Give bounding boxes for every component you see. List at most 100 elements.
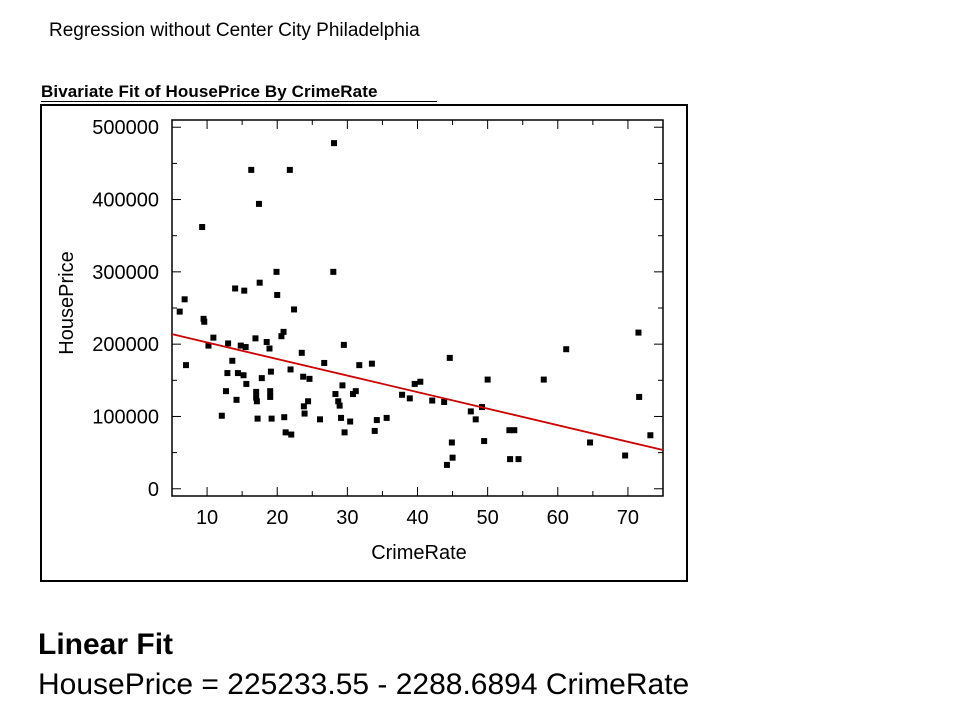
data-point [201,318,208,325]
data-point [267,368,274,375]
fit-line-layer [171,333,664,451]
data-point [300,403,307,410]
data-point [371,427,378,434]
data-point [273,268,280,275]
data-point [321,359,328,366]
data-point [340,341,347,348]
y-tick-label: 0 [148,479,159,501]
data-point [278,333,285,340]
data-point [266,345,273,352]
data-point [268,415,275,422]
data-point [291,306,298,313]
data-point [300,373,307,380]
data-point [446,354,453,361]
data-point [248,166,255,173]
data-point [199,224,206,231]
data-point [282,429,289,436]
chart-panel-title: Bivariate Fit of HousePrice By CrimeRate [41,82,378,101]
data-point [237,342,244,349]
linear-fit-line [171,333,664,451]
data-point [254,415,261,422]
data-point [229,357,236,364]
data-point [331,140,338,147]
data-point [383,414,390,421]
data-point [341,429,348,436]
data-point [511,427,518,434]
linear-fit-heading: Linear Fit [38,628,174,661]
x-axis-label: CrimeRate [371,542,467,564]
data-point [267,393,274,400]
data-point [330,268,337,275]
data-point [317,416,324,423]
data-point [347,418,354,425]
data-point [253,394,260,401]
data-point [507,456,514,463]
data-point [429,397,436,404]
data-point [481,438,488,445]
x-tick-label: 40 [406,507,428,529]
x-tick-label: 60 [547,507,569,529]
data-point [258,375,265,382]
points-layer [176,140,654,468]
data-point [176,308,183,315]
data-point [287,366,294,373]
y-tick-label: 400000 [92,190,159,212]
data-point [240,372,247,379]
data-point [448,439,455,446]
data-point [210,334,217,341]
data-point [223,388,230,395]
data-point [306,375,313,382]
data-point [417,378,424,385]
y-tick-label: 100000 [92,406,159,428]
data-point [288,431,295,438]
data-point [301,410,308,417]
data-point [253,388,260,395]
data-point [243,380,250,387]
axes-layer: 10 20 30 40 50 60 70 0 100000 200000 300000 400000 5… [92,117,664,529]
data-point [205,342,212,349]
data-point [252,335,259,342]
data-point [267,388,274,395]
data-point [234,370,241,377]
data-point [411,380,418,387]
data-point [399,391,406,398]
data-point [635,329,642,336]
data-point [232,285,239,292]
data-point [622,452,629,459]
data-point [286,166,293,173]
data-point [233,396,240,403]
data-point [540,376,547,383]
data-point [332,391,339,398]
data-point [587,439,594,446]
data-point [636,393,643,400]
data-point [280,328,287,335]
y-tick-label: 200000 [92,334,159,356]
x-tick-label: 10 [196,507,218,529]
data-point [484,376,491,383]
data-point [225,340,232,347]
data-point [263,338,270,345]
x-tick-label: 70 [617,507,639,529]
data-point [443,461,450,468]
data-point [356,362,363,369]
data-point [255,200,262,207]
data-point [368,360,375,367]
data-point [242,344,249,351]
linear-fit-equation: HousePrice = 225233.55 - 2288.6894 Crime… [38,668,690,701]
data-point [218,412,225,419]
slide-title: Regression without Center City Philadelp… [49,20,420,41]
data-point [336,402,343,409]
data-point [281,414,288,421]
data-point [224,370,231,377]
panel-title-underline [41,101,437,102]
data-point [181,296,188,303]
data-point [467,408,474,415]
data-point [305,398,312,405]
data-point [449,454,456,461]
data-point [274,291,281,298]
data-point [241,287,248,294]
data-point [338,414,345,421]
data-point [441,399,448,405]
y-tick-label: 300000 [92,262,159,284]
